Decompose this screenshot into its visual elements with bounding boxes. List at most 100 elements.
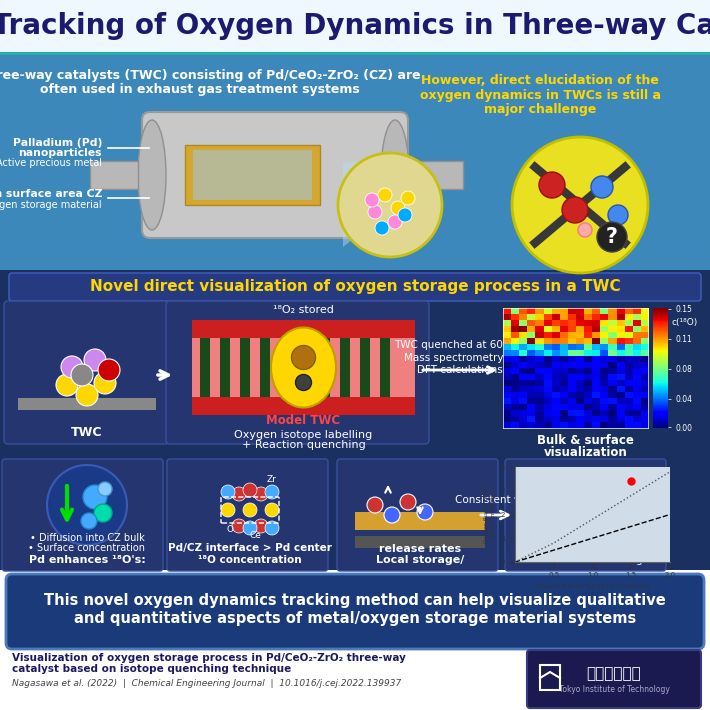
Circle shape <box>221 485 235 499</box>
Bar <box>280 338 290 397</box>
Circle shape <box>221 503 235 517</box>
Y-axis label: Oxygen flux by SIMS
[×10⁻⁴ mol/min]: Oxygen flux by SIMS [×10⁻⁴ mol/min] <box>484 486 495 543</box>
Text: Active precious metal: Active precious metal <box>0 158 102 168</box>
Circle shape <box>76 384 98 406</box>
Circle shape <box>384 507 400 523</box>
Circle shape <box>292 346 315 369</box>
Circle shape <box>417 504 433 520</box>
Text: O: O <box>226 525 234 534</box>
Text: Bulk & surface: Bulk & surface <box>537 434 634 447</box>
Text: High surface area CZ: High surface area CZ <box>0 189 102 199</box>
Circle shape <box>391 201 405 215</box>
Circle shape <box>84 349 106 371</box>
Text: + Reaction quenching: + Reaction quenching <box>241 440 366 450</box>
Circle shape <box>243 503 257 517</box>
Bar <box>415 161 463 189</box>
Text: Direct Tracking of Oxygen Dynamics in Three-way Catalysts: Direct Tracking of Oxygen Dynamics in Th… <box>0 12 710 40</box>
Text: and quantitative aspects of metal/oxygen storage material systems: and quantitative aspects of metal/oxygen… <box>74 611 636 626</box>
Text: catalyst based on isotope quenching technique: catalyst based on isotope quenching tech… <box>12 664 291 674</box>
FancyBboxPatch shape <box>6 574 704 649</box>
Circle shape <box>398 208 412 222</box>
FancyBboxPatch shape <box>527 650 701 708</box>
Text: major challenge: major challenge <box>484 104 596 116</box>
Circle shape <box>94 372 116 394</box>
Circle shape <box>375 221 389 235</box>
Circle shape <box>368 205 382 219</box>
FancyBboxPatch shape <box>2 459 163 571</box>
Circle shape <box>83 485 107 509</box>
Circle shape <box>81 513 97 529</box>
Circle shape <box>367 497 383 513</box>
FancyBboxPatch shape <box>142 112 408 238</box>
Bar <box>355 512 485 530</box>
Text: Oxygen storage material: Oxygen storage material <box>0 200 102 210</box>
Circle shape <box>597 222 627 252</box>
Text: Model TWC: Model TWC <box>266 413 341 427</box>
Point <box>626 476 637 487</box>
X-axis label: Oxygen flux by TaA [×10⁻⁴ mol/min]: Oxygen flux by TaA [×10⁻⁴ mol/min] <box>535 584 650 589</box>
Text: oxygen dynamics in TWCs is still a: oxygen dynamics in TWCs is still a <box>420 89 660 102</box>
Bar <box>0 0 710 52</box>
Text: often used in exhaust gas treatment systems: often used in exhaust gas treatment syst… <box>40 84 360 97</box>
Circle shape <box>388 215 402 229</box>
Bar <box>0 270 710 570</box>
Circle shape <box>338 153 442 257</box>
Circle shape <box>98 482 112 496</box>
Text: ?: ? <box>606 227 618 247</box>
Text: DFT calculations: DFT calculations <box>417 365 503 375</box>
Text: 東京工業大学: 東京工業大学 <box>586 667 641 682</box>
Circle shape <box>232 519 246 533</box>
Bar <box>193 150 312 200</box>
Circle shape <box>254 487 268 501</box>
Text: Pd: Pd <box>513 311 529 321</box>
Text: Palladium (Pd): Palladium (Pd) <box>13 138 102 148</box>
Text: release rates: release rates <box>379 544 461 554</box>
Text: This novel oxygen dynamics tracking method can help visualize qualitative: This novel oxygen dynamics tracking meth… <box>44 594 666 608</box>
Text: Novel direct visualization of oxygen storage process in a TWC: Novel direct visualization of oxygen sto… <box>89 280 621 295</box>
Bar <box>300 338 310 397</box>
Circle shape <box>265 485 279 499</box>
FancyBboxPatch shape <box>166 301 429 444</box>
Text: Nagasawa et al. (2022)  |  Chemical Engineering Journal  |  10.1016/j.cej.2022.1: Nagasawa et al. (2022) | Chemical Engine… <box>12 679 401 689</box>
Bar <box>192 320 415 338</box>
Text: Tokyo Institute of Technology: Tokyo Institute of Technology <box>559 685 670 694</box>
Circle shape <box>512 137 648 273</box>
Ellipse shape <box>138 120 166 230</box>
Text: TWC: TWC <box>71 427 103 439</box>
Bar <box>200 338 210 397</box>
Circle shape <box>400 494 416 510</box>
Circle shape <box>243 521 257 535</box>
Text: Pd enhances ¹⁸O's:: Pd enhances ¹⁸O's: <box>28 555 146 565</box>
Bar <box>320 338 330 397</box>
Circle shape <box>98 359 120 381</box>
Bar <box>355 536 485 548</box>
Text: Mass spectrometry +: Mass spectrometry + <box>404 353 515 363</box>
FancyBboxPatch shape <box>337 459 498 571</box>
Circle shape <box>56 374 78 396</box>
Circle shape <box>378 188 392 202</box>
Bar <box>0 55 710 270</box>
Bar <box>192 320 415 415</box>
Bar <box>340 338 350 397</box>
Bar <box>360 338 370 397</box>
FancyBboxPatch shape <box>505 459 666 571</box>
Circle shape <box>71 364 93 386</box>
Circle shape <box>562 197 588 223</box>
Text: TWC quenched at 600 °C: TWC quenched at 600 °C <box>394 340 525 350</box>
Text: Consistent with: Consistent with <box>455 495 537 505</box>
Text: • Surface concentration: • Surface concentration <box>28 543 146 553</box>
Circle shape <box>94 504 112 522</box>
Circle shape <box>265 521 279 535</box>
Bar <box>540 665 560 690</box>
Circle shape <box>401 191 415 205</box>
Circle shape <box>608 205 628 225</box>
Ellipse shape <box>271 327 336 408</box>
FancyBboxPatch shape <box>9 273 701 301</box>
FancyBboxPatch shape <box>4 301 169 444</box>
Polygon shape <box>343 155 408 247</box>
Bar <box>90 161 138 189</box>
Circle shape <box>254 519 268 533</box>
Text: visualization: visualization <box>544 445 628 459</box>
Circle shape <box>578 223 592 237</box>
Bar <box>185 145 320 205</box>
